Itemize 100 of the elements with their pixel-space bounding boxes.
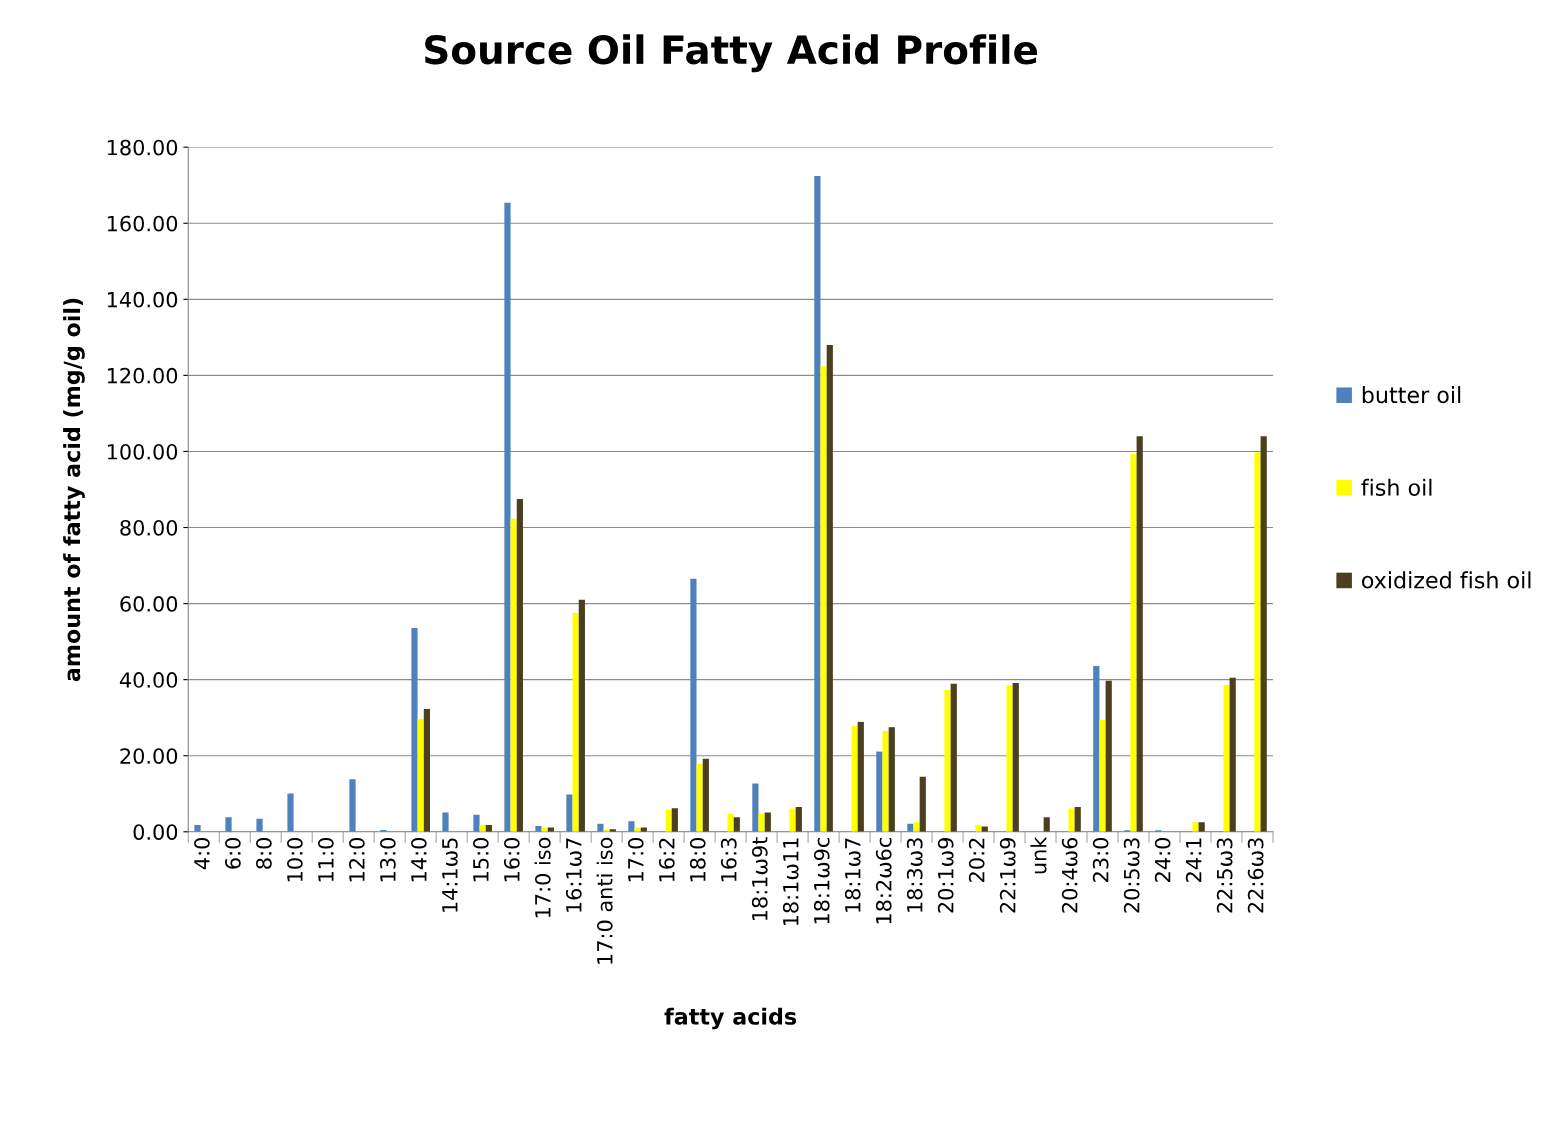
bar (814, 176, 821, 832)
x-tick-label: 16:0 (503, 838, 520, 882)
x-tick-label: 22:5ω3 (1216, 838, 1233, 913)
bar (1093, 665, 1100, 832)
x-tick-label: 12:0 (348, 838, 365, 882)
bar (913, 822, 920, 832)
bar (1105, 680, 1112, 832)
x-tick-label: 20:5ω3 (1123, 838, 1140, 913)
bar (665, 809, 672, 832)
x-tick-label: 18:1ω9c (813, 837, 830, 924)
bar (690, 578, 697, 832)
bar (702, 758, 709, 832)
bar (194, 824, 201, 832)
x-tick-label: 22:6ω3 (1247, 838, 1264, 913)
bar (820, 366, 827, 832)
legend-label: oxidized fish oil (1362, 571, 1531, 589)
bar (851, 726, 858, 832)
y-tick-label: 140.00 (107, 291, 178, 308)
x-tick-label: 11:0 (318, 838, 334, 882)
bar (888, 727, 895, 832)
x-tick-label: 24:0 (1154, 838, 1171, 882)
bar (1099, 719, 1106, 832)
bar (1006, 684, 1013, 832)
x-tick-label: 18:1ω11 (782, 838, 799, 926)
bar (572, 613, 579, 832)
bar (944, 689, 951, 832)
x-tick-label: 8:0 (256, 838, 272, 869)
x-tick-label: 16:2 (658, 838, 675, 882)
bar (671, 808, 678, 832)
bar (1260, 436, 1267, 832)
x-tick-label: 18:0 (689, 838, 706, 882)
legend-label: butter oil (1362, 386, 1461, 404)
bar (516, 499, 523, 832)
y-tick-label: 180.00 (107, 139, 178, 156)
bar (510, 518, 517, 832)
bar (733, 817, 740, 832)
y-tick-label: 40.00 (119, 672, 178, 688)
x-tick-label: 18:3ω3 (906, 838, 923, 912)
bar (504, 202, 511, 832)
x-axis-title: fatty acids (664, 1007, 797, 1030)
bar (1254, 452, 1261, 832)
x-tick-label: 20:4ω6 (1061, 837, 1078, 913)
x-tick-label: 13:0 (379, 838, 396, 882)
bar (442, 812, 449, 832)
bar (919, 776, 926, 832)
x-tick-label: 17:0 anti iso (596, 837, 613, 964)
x-tick-label: 18:2ω6c (875, 837, 892, 924)
bar (727, 813, 734, 832)
bar (981, 826, 988, 832)
bar (287, 793, 294, 832)
x-tick-label: 4:0 (194, 838, 210, 870)
bar (882, 731, 889, 832)
bar (1130, 454, 1137, 832)
x-tick-label: 18:1ω9t (751, 837, 768, 921)
bar (764, 812, 771, 832)
bar (473, 814, 480, 832)
x-tick-label: 17:0 (627, 838, 644, 882)
y-tick-label: 100.00 (107, 443, 178, 460)
bar (578, 599, 585, 832)
bar (1192, 822, 1199, 832)
y-axis-title: amount of fatty acid (mg/g oil) (63, 298, 85, 682)
bar (876, 751, 883, 832)
x-tick-label: 17:0 iso (534, 837, 551, 918)
x-tick-label: 24:1 (1185, 838, 1202, 882)
bar (696, 763, 703, 832)
x-tick-label: 10:0 (287, 838, 303, 882)
y-tick-label: 20.00 (120, 748, 178, 764)
bar (1136, 436, 1143, 832)
x-tick-label: 23:0 (1092, 838, 1109, 882)
x-tick-label: 20:2 (968, 838, 985, 882)
y-tick-label: 60.00 (120, 596, 178, 612)
bar (256, 818, 263, 832)
y-tick-label: 80.00 (120, 519, 178, 536)
legend-label: fish oil (1361, 478, 1432, 496)
bar (758, 813, 765, 832)
chart-title: Source Oil Fatty Acid Profile (425, 34, 1038, 73)
bar (597, 823, 604, 832)
bar (789, 808, 796, 832)
bar (417, 718, 424, 832)
x-tick-label: 20:1ω9 (937, 838, 954, 913)
bar (950, 683, 957, 832)
bar (1012, 683, 1019, 832)
x-tick-label: 16:1ω7 (565, 838, 582, 912)
bar (795, 807, 802, 832)
bar (1074, 807, 1081, 832)
x-tick-label: 6:0 (225, 838, 241, 869)
bar (411, 627, 418, 832)
x-tick-label: 18:1ω7 (844, 838, 861, 912)
bar (1198, 822, 1205, 832)
y-tick-label: 120.00 (107, 367, 178, 384)
bar (975, 824, 982, 832)
x-tick-label: 22:1ω9 (999, 838, 1016, 913)
bar (826, 344, 833, 832)
x-tick-label: 14:1ω5 (442, 838, 458, 912)
bar (566, 794, 573, 832)
x-tick-label: 15:0 (472, 838, 489, 882)
bar (1229, 677, 1236, 832)
y-tick-label: 160.00 (107, 215, 178, 232)
x-tick-label: unk (1030, 836, 1047, 874)
bar (423, 708, 430, 832)
